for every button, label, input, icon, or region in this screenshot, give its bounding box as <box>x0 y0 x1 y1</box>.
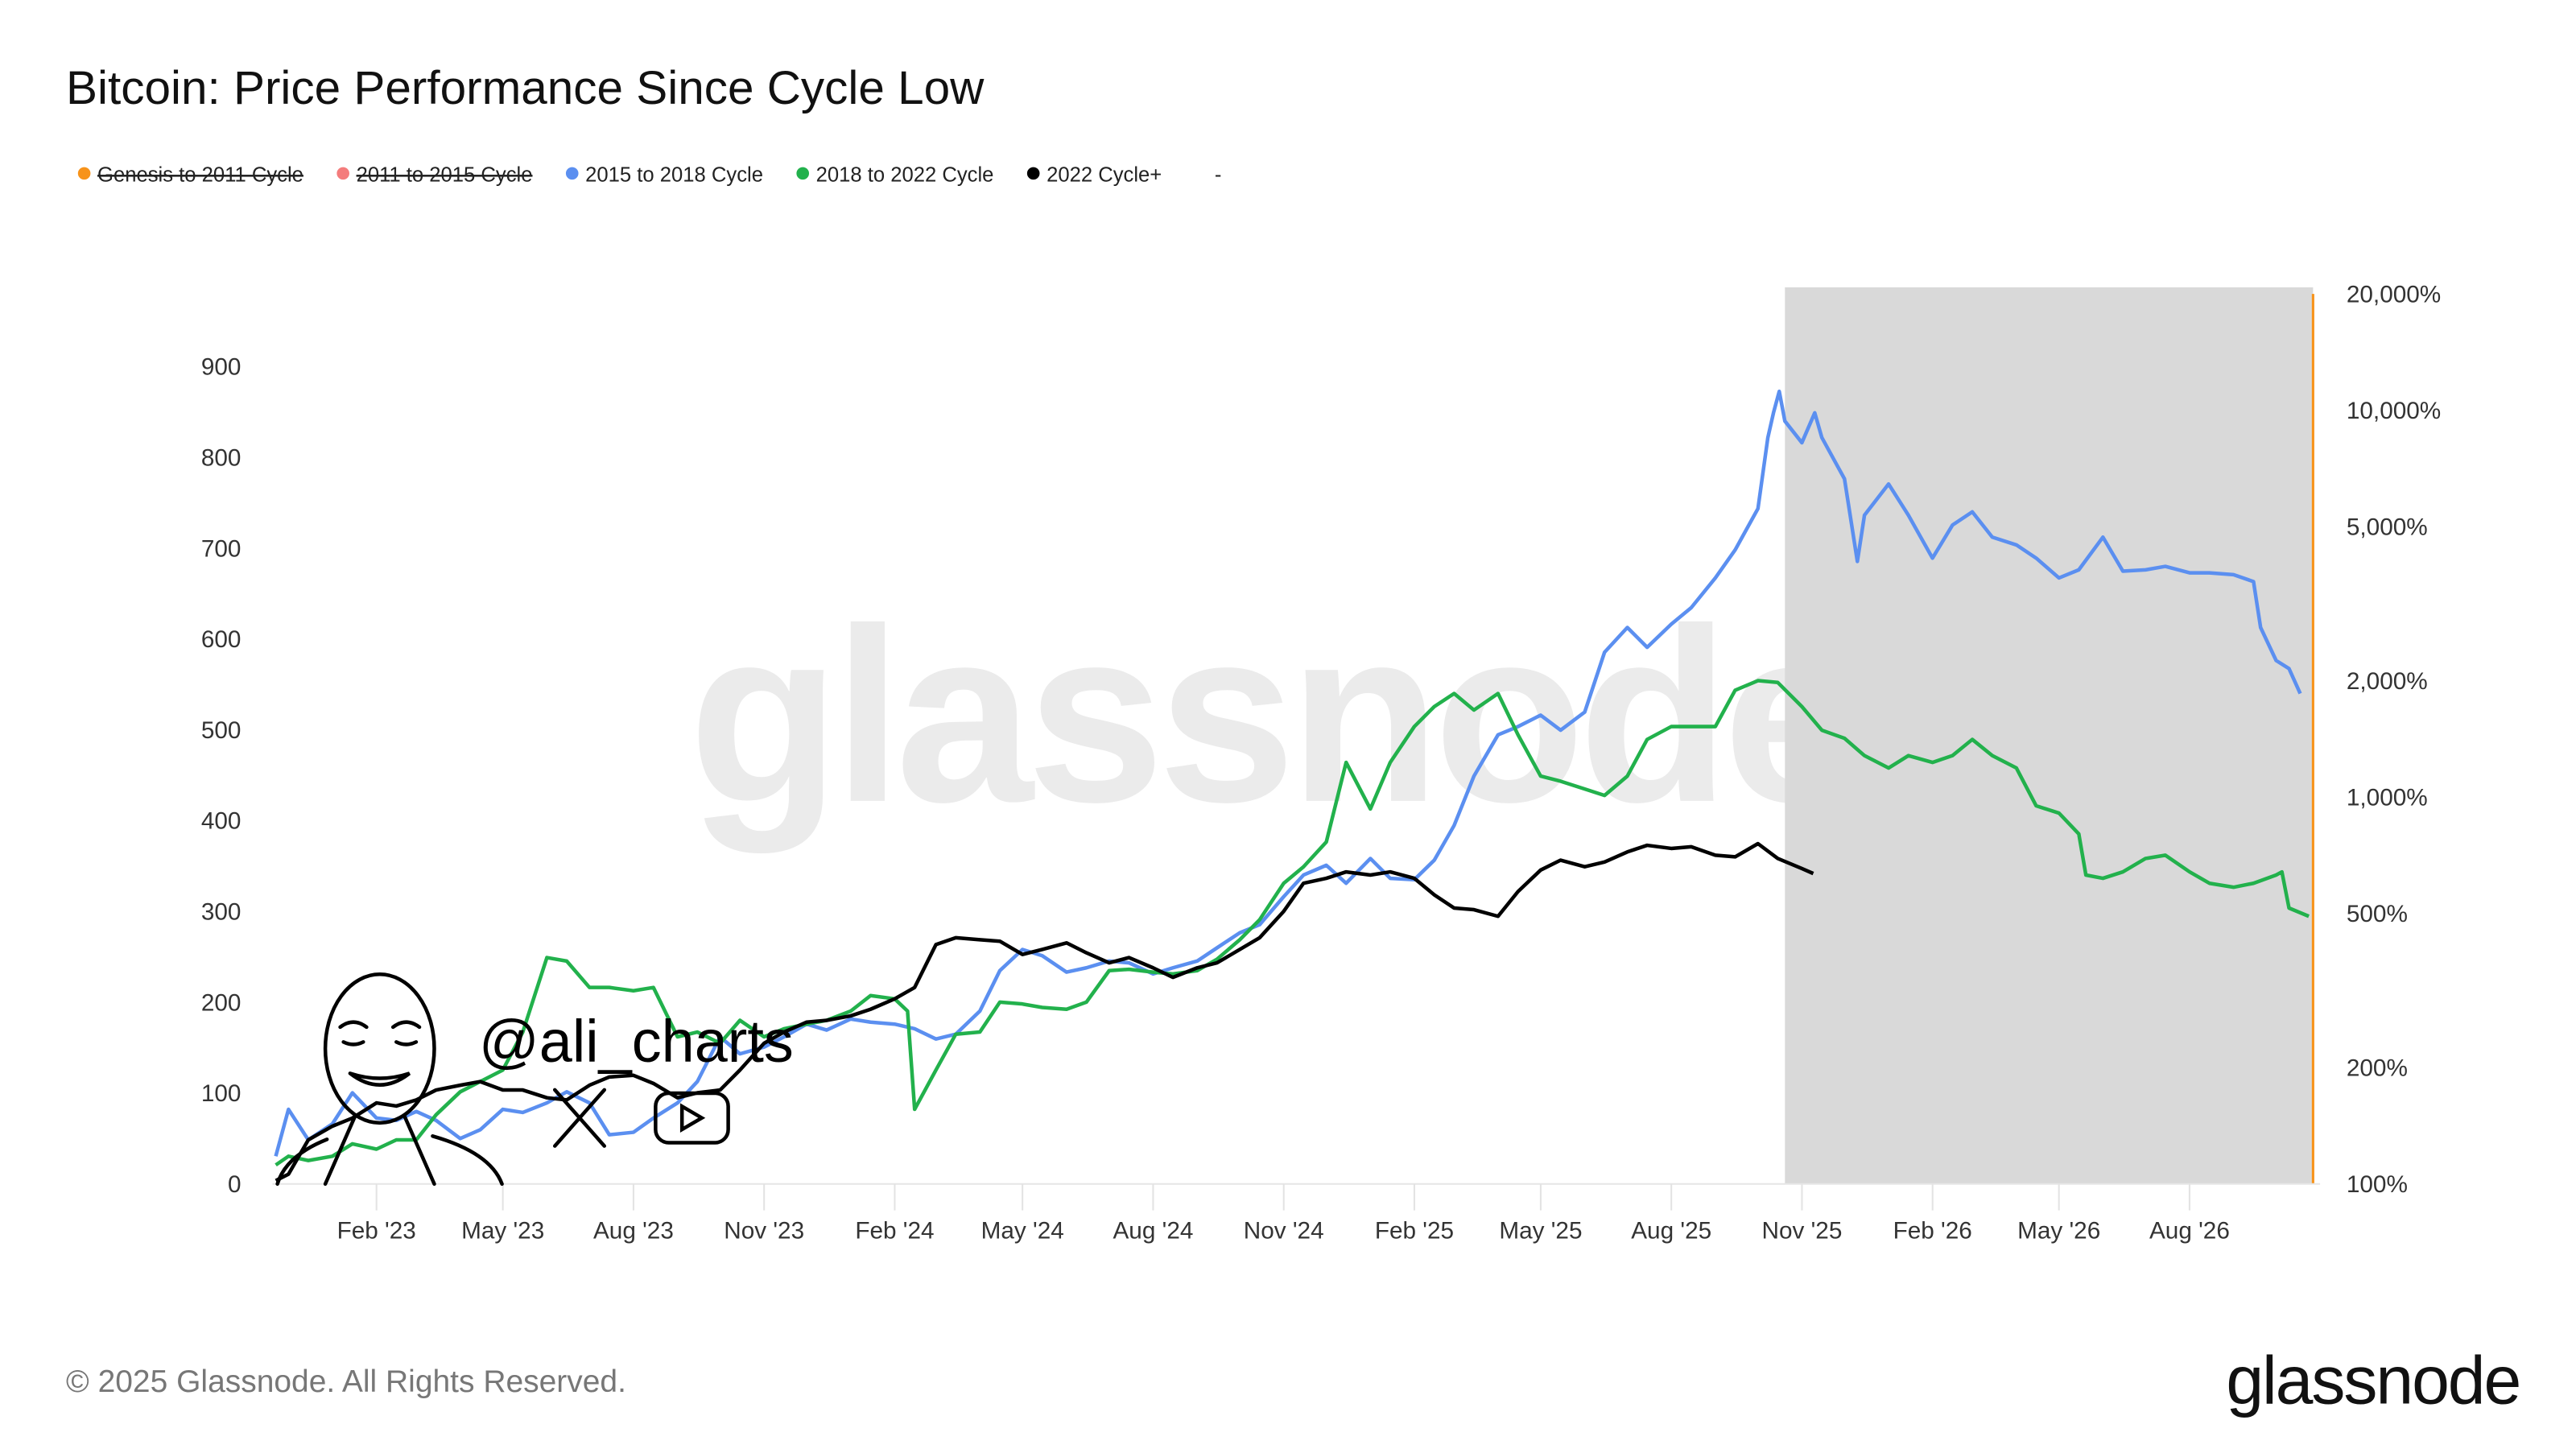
legend-dot-icon <box>1026 167 1040 180</box>
x-tick-label: Aug '25 <box>1631 1217 1711 1244</box>
x-tick-label: May '25 <box>1499 1217 1582 1244</box>
legend-dot-icon <box>565 167 579 180</box>
x-tick-label: Nov '25 <box>1761 1217 1842 1244</box>
y-left-tick-label: 0 <box>228 1171 242 1198</box>
shaded-region <box>1785 287 2314 1184</box>
legend-dot-icon <box>796 167 810 180</box>
y-right-tick-label: 100% <box>2347 1171 2408 1198</box>
legend-item[interactable]: - <box>1215 164 1222 187</box>
legend: Genesis to 2011 Cycle 2011 to 2015 Cycle 2… <box>77 164 1222 187</box>
x-tick-label: May '26 <box>2017 1217 2100 1244</box>
legend-label: 2022 Cycle+ <box>1046 164 1162 187</box>
y-left-tick-label: 300 <box>201 899 242 926</box>
x-tick-label: Feb '24 <box>855 1217 934 1244</box>
x-tick-label: Aug '23 <box>593 1217 674 1244</box>
y-left-tick-label: 900 <box>201 354 242 381</box>
x-tick-label: Nov '24 <box>1244 1217 1324 1244</box>
author-handle: @ali_charts <box>479 1008 794 1075</box>
y-right-tick-label: 500% <box>2347 901 2408 927</box>
series-line-2018-to-2022-cycle <box>275 679 2310 1167</box>
legend-item[interactable]: 2022 Cycle+ <box>1026 164 1162 187</box>
y-left-tick-label: 700 <box>201 535 242 562</box>
copyright: © 2025 Glassnode. All Rights Reserved. <box>66 1364 626 1399</box>
x-tick-label: Feb '23 <box>337 1217 416 1244</box>
x-tick-label: Feb '25 <box>1375 1217 1454 1244</box>
cartoon-avatar <box>275 972 504 1187</box>
y-left-tick-label: 400 <box>201 808 242 835</box>
x-logo-icon <box>552 1088 607 1148</box>
page-title: Bitcoin: Price Performance Since Cycle L… <box>66 62 985 114</box>
series-line-2022-cycle- <box>275 841 1814 1183</box>
legend-dot-icon <box>77 167 91 180</box>
watermark: glassnode <box>689 577 1855 855</box>
series-layer <box>274 389 2310 1183</box>
legend-item[interactable]: 2011 to 2015 Cycle <box>336 164 533 187</box>
y-left-tick-label: 200 <box>201 989 242 1016</box>
youtube-icon <box>654 1091 730 1145</box>
legend-item[interactable]: 2015 to 2018 Cycle <box>565 164 763 187</box>
legend-item[interactable]: Genesis to 2011 Cycle <box>77 164 303 187</box>
legend-label: 2011 to 2015 Cycle <box>357 164 533 187</box>
y-axis-right: 100% 200% 500% 1,000% 2,000% 5,000% 10,000% 20,… <box>2347 281 2441 1198</box>
x-tick-label: Feb '26 <box>1893 1217 1972 1244</box>
y-right-tick-label: 1,000% <box>2347 785 2428 811</box>
legend-label: Genesis to 2011 Cycle <box>97 164 303 187</box>
y-right-tick-label: 200% <box>2347 1055 2408 1081</box>
y-right-tick-label: 2,000% <box>2347 668 2428 695</box>
legend-label: - <box>1215 164 1222 187</box>
x-tick-label: May '23 <box>461 1217 544 1244</box>
legend-item[interactable]: 2018 to 2022 Cycle <box>796 164 993 187</box>
y-right-tick-label: 5,000% <box>2347 514 2428 541</box>
x-tick-label: Nov '23 <box>724 1217 804 1244</box>
x-tick-label: May '24 <box>981 1217 1064 1244</box>
x-tick-label: Aug '26 <box>2149 1217 2230 1244</box>
y-left-tick-label: 600 <box>201 626 242 653</box>
y-axis-left: 0 100 200 300 400 500 600 700 800 900 <box>201 354 242 1198</box>
y-right-tick-label: 20,000% <box>2347 281 2441 308</box>
legend-dot-icon <box>336 167 349 180</box>
y-left-tick-label: 500 <box>201 717 242 744</box>
glassnode-logo: glassnode <box>2226 1343 2520 1418</box>
y-left-tick-label: 800 <box>201 444 242 471</box>
series-line-2015-to-2018-cycle <box>274 389 2302 1157</box>
x-tick-label: Aug '24 <box>1113 1217 1193 1244</box>
author-overlay <box>275 972 730 1187</box>
legend-label: 2015 to 2018 Cycle <box>585 164 763 187</box>
legend-label: 2018 to 2022 Cycle <box>816 164 994 187</box>
x-axis: Feb '23 May '23 Aug '23 Nov '23 Feb '24 May '… <box>337 1183 2230 1244</box>
y-right-tick-label: 10,000% <box>2347 398 2441 424</box>
y-left-tick-label: 100 <box>201 1080 242 1107</box>
